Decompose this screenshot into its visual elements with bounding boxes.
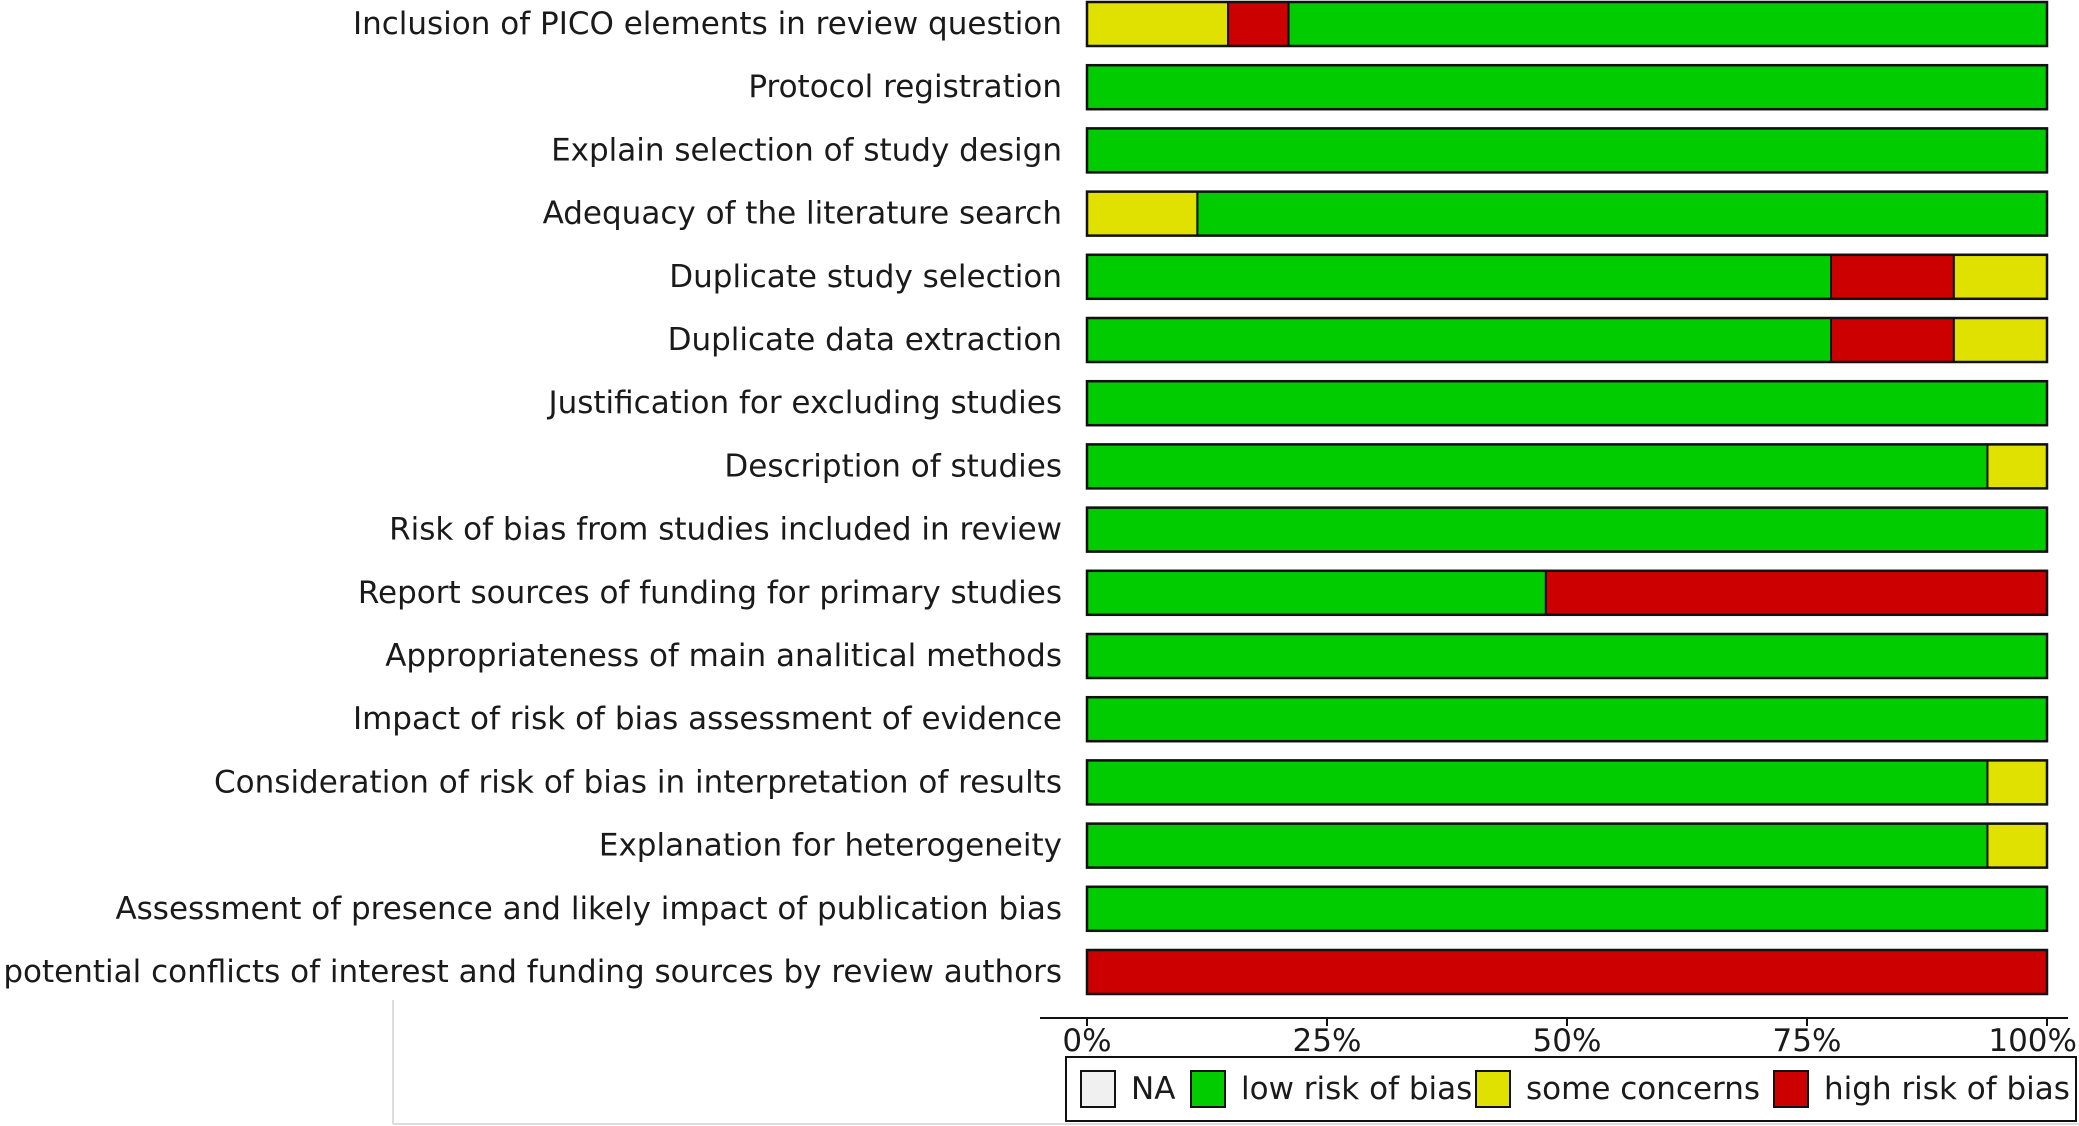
category-label: Report sources of funding for primary st…: [358, 575, 1062, 611]
bar-outline: [1085, 885, 2049, 933]
category-label: Risk of bias from studies included in re…: [389, 512, 1062, 548]
bar-row: [1085, 379, 2049, 427]
bar-outline: [1085, 632, 2049, 680]
category-label: Explain selection of study design: [551, 132, 1062, 168]
legend-swatch: [1475, 1070, 1511, 1108]
legend-label: high risk of bias: [1824, 1071, 2070, 1107]
x-tick-label: 100%: [1988, 1023, 2077, 1059]
bar-segment-low: [1086, 822, 1989, 869]
bar-row: [1085, 569, 2049, 617]
bar-segment-low: [1086, 569, 1547, 616]
bar-outline: [1085, 569, 2049, 617]
legend-item-some: some concerns: [1475, 1070, 1760, 1108]
bar-outline: [1085, 0, 2049, 48]
bar-segment-low: [1086, 885, 2048, 932]
bar-row: [1085, 253, 2049, 301]
legend-swatch: [1773, 1070, 1809, 1108]
bar-segment-low: [1086, 380, 2048, 427]
bar-row: [1085, 63, 2049, 111]
bar-segment-low: [1086, 64, 2048, 111]
bar-segment-low: [1086, 696, 2048, 743]
legend-label: low risk of bias: [1241, 1071, 1472, 1107]
bar-row: [1085, 948, 2049, 996]
bar-outline: [1085, 822, 2049, 869]
legend-item-high: high risk of bias: [1773, 1070, 2070, 1108]
bar-outline: [1085, 316, 2049, 364]
x-tick-label: 25%: [1293, 1023, 1362, 1059]
category-label: Justification for excluding studies: [546, 385, 1062, 421]
bar-row: [1085, 506, 2049, 553]
bar-segment-low: [1086, 759, 1989, 806]
category-label: Impact of risk of bias assessment of evi…: [353, 701, 1062, 737]
bar-row: [1085, 443, 2049, 490]
legend-label: some concerns: [1526, 1071, 1760, 1107]
bar-row: [1085, 0, 2049, 48]
bar-outline: [1085, 190, 2049, 237]
bar-segment-low: [1086, 127, 2048, 174]
x-tick-label: 75%: [1773, 1023, 1842, 1059]
bar-row: [1085, 695, 2049, 743]
bar-outline: [1085, 759, 2049, 806]
legend-label: NA: [1131, 1071, 1175, 1107]
bar-segment-low: [1086, 253, 1832, 300]
x-axis: 0% 25% 50% 75% 100%: [392, 1000, 2079, 1125]
category-label: Report potential conflicts of interest a…: [0, 954, 1062, 990]
legend-swatch: [1190, 1070, 1226, 1108]
bar-segment-high: [1544, 569, 2048, 616]
category-labels: Inclusion of PICO elements in review que…: [0, 6, 1062, 990]
bar-outline: [1085, 506, 2049, 553]
category-label: Assessment of presence and likely impact…: [115, 891, 1062, 927]
bar-outline: [1085, 253, 2049, 301]
bar-outline: [1085, 63, 2049, 111]
bars: [1085, 0, 2049, 996]
bar-row: [1085, 822, 2049, 869]
bar-segment-some: [1086, 190, 1199, 237]
category-label: Explanation for heterogeneity: [599, 828, 1062, 864]
legend-box: [1065, 1056, 2077, 1122]
legend: NA low risk of bias some concerns high risk…: [1065, 1056, 2077, 1122]
bar-row: [1085, 632, 2049, 680]
category-label: Inclusion of PICO elements in review que…: [353, 6, 1062, 42]
bar-segment-some: [1986, 759, 2048, 806]
category-label: Protocol registration: [748, 69, 1062, 105]
bar-segment-some: [1952, 253, 2049, 300]
bar-segment-high: [1830, 317, 1955, 363]
bar-segment-low: [1086, 317, 1832, 363]
category-label: Description of studies: [724, 448, 1062, 484]
bar-outline: [1085, 695, 2049, 743]
bar-segment-low: [1086, 633, 2048, 679]
legend-item-na: NA: [1080, 1070, 1175, 1108]
bar-outline: [1085, 127, 2049, 174]
x-tick-label: 50%: [1533, 1023, 1602, 1059]
bar-segment-some: [1086, 1, 1230, 47]
x-tick-label: 0%: [1062, 1023, 1111, 1059]
legend-item-low: low risk of bias: [1190, 1070, 1472, 1108]
bar-segment-high: [1227, 1, 1290, 47]
category-label: Appropriateness of main analitical metho…: [385, 638, 1062, 674]
bar-segment-low: [1086, 443, 1989, 490]
bar-outline: [1085, 443, 2049, 490]
bar-row: [1085, 885, 2049, 933]
bar-row: [1085, 127, 2049, 174]
bar-segment-some: [1986, 822, 2048, 869]
category-label: Duplicate study selection: [669, 259, 1062, 295]
category-label: Duplicate data extraction: [668, 322, 1062, 358]
category-label: Adequacy of the literature search: [543, 196, 1062, 232]
bar-row: [1085, 759, 2049, 806]
bar-row: [1085, 316, 2049, 364]
legend-swatch: [1080, 1070, 1116, 1108]
bar-row: [1085, 190, 2049, 237]
bar-segment-some: [1952, 317, 2049, 363]
bar-outline: [1085, 379, 2049, 427]
bar-segment-low: [1196, 190, 2048, 237]
category-label: Consideration of risk of bias in interpr…: [214, 764, 1062, 800]
bar-segment-low: [1287, 1, 2048, 47]
bar-segment-high: [1086, 949, 2048, 995]
bar-outline: [1085, 948, 2049, 996]
bar-segment-high: [1830, 253, 1955, 300]
bar-segment-low: [1086, 506, 2048, 553]
bar-segment-some: [1986, 443, 2048, 490]
